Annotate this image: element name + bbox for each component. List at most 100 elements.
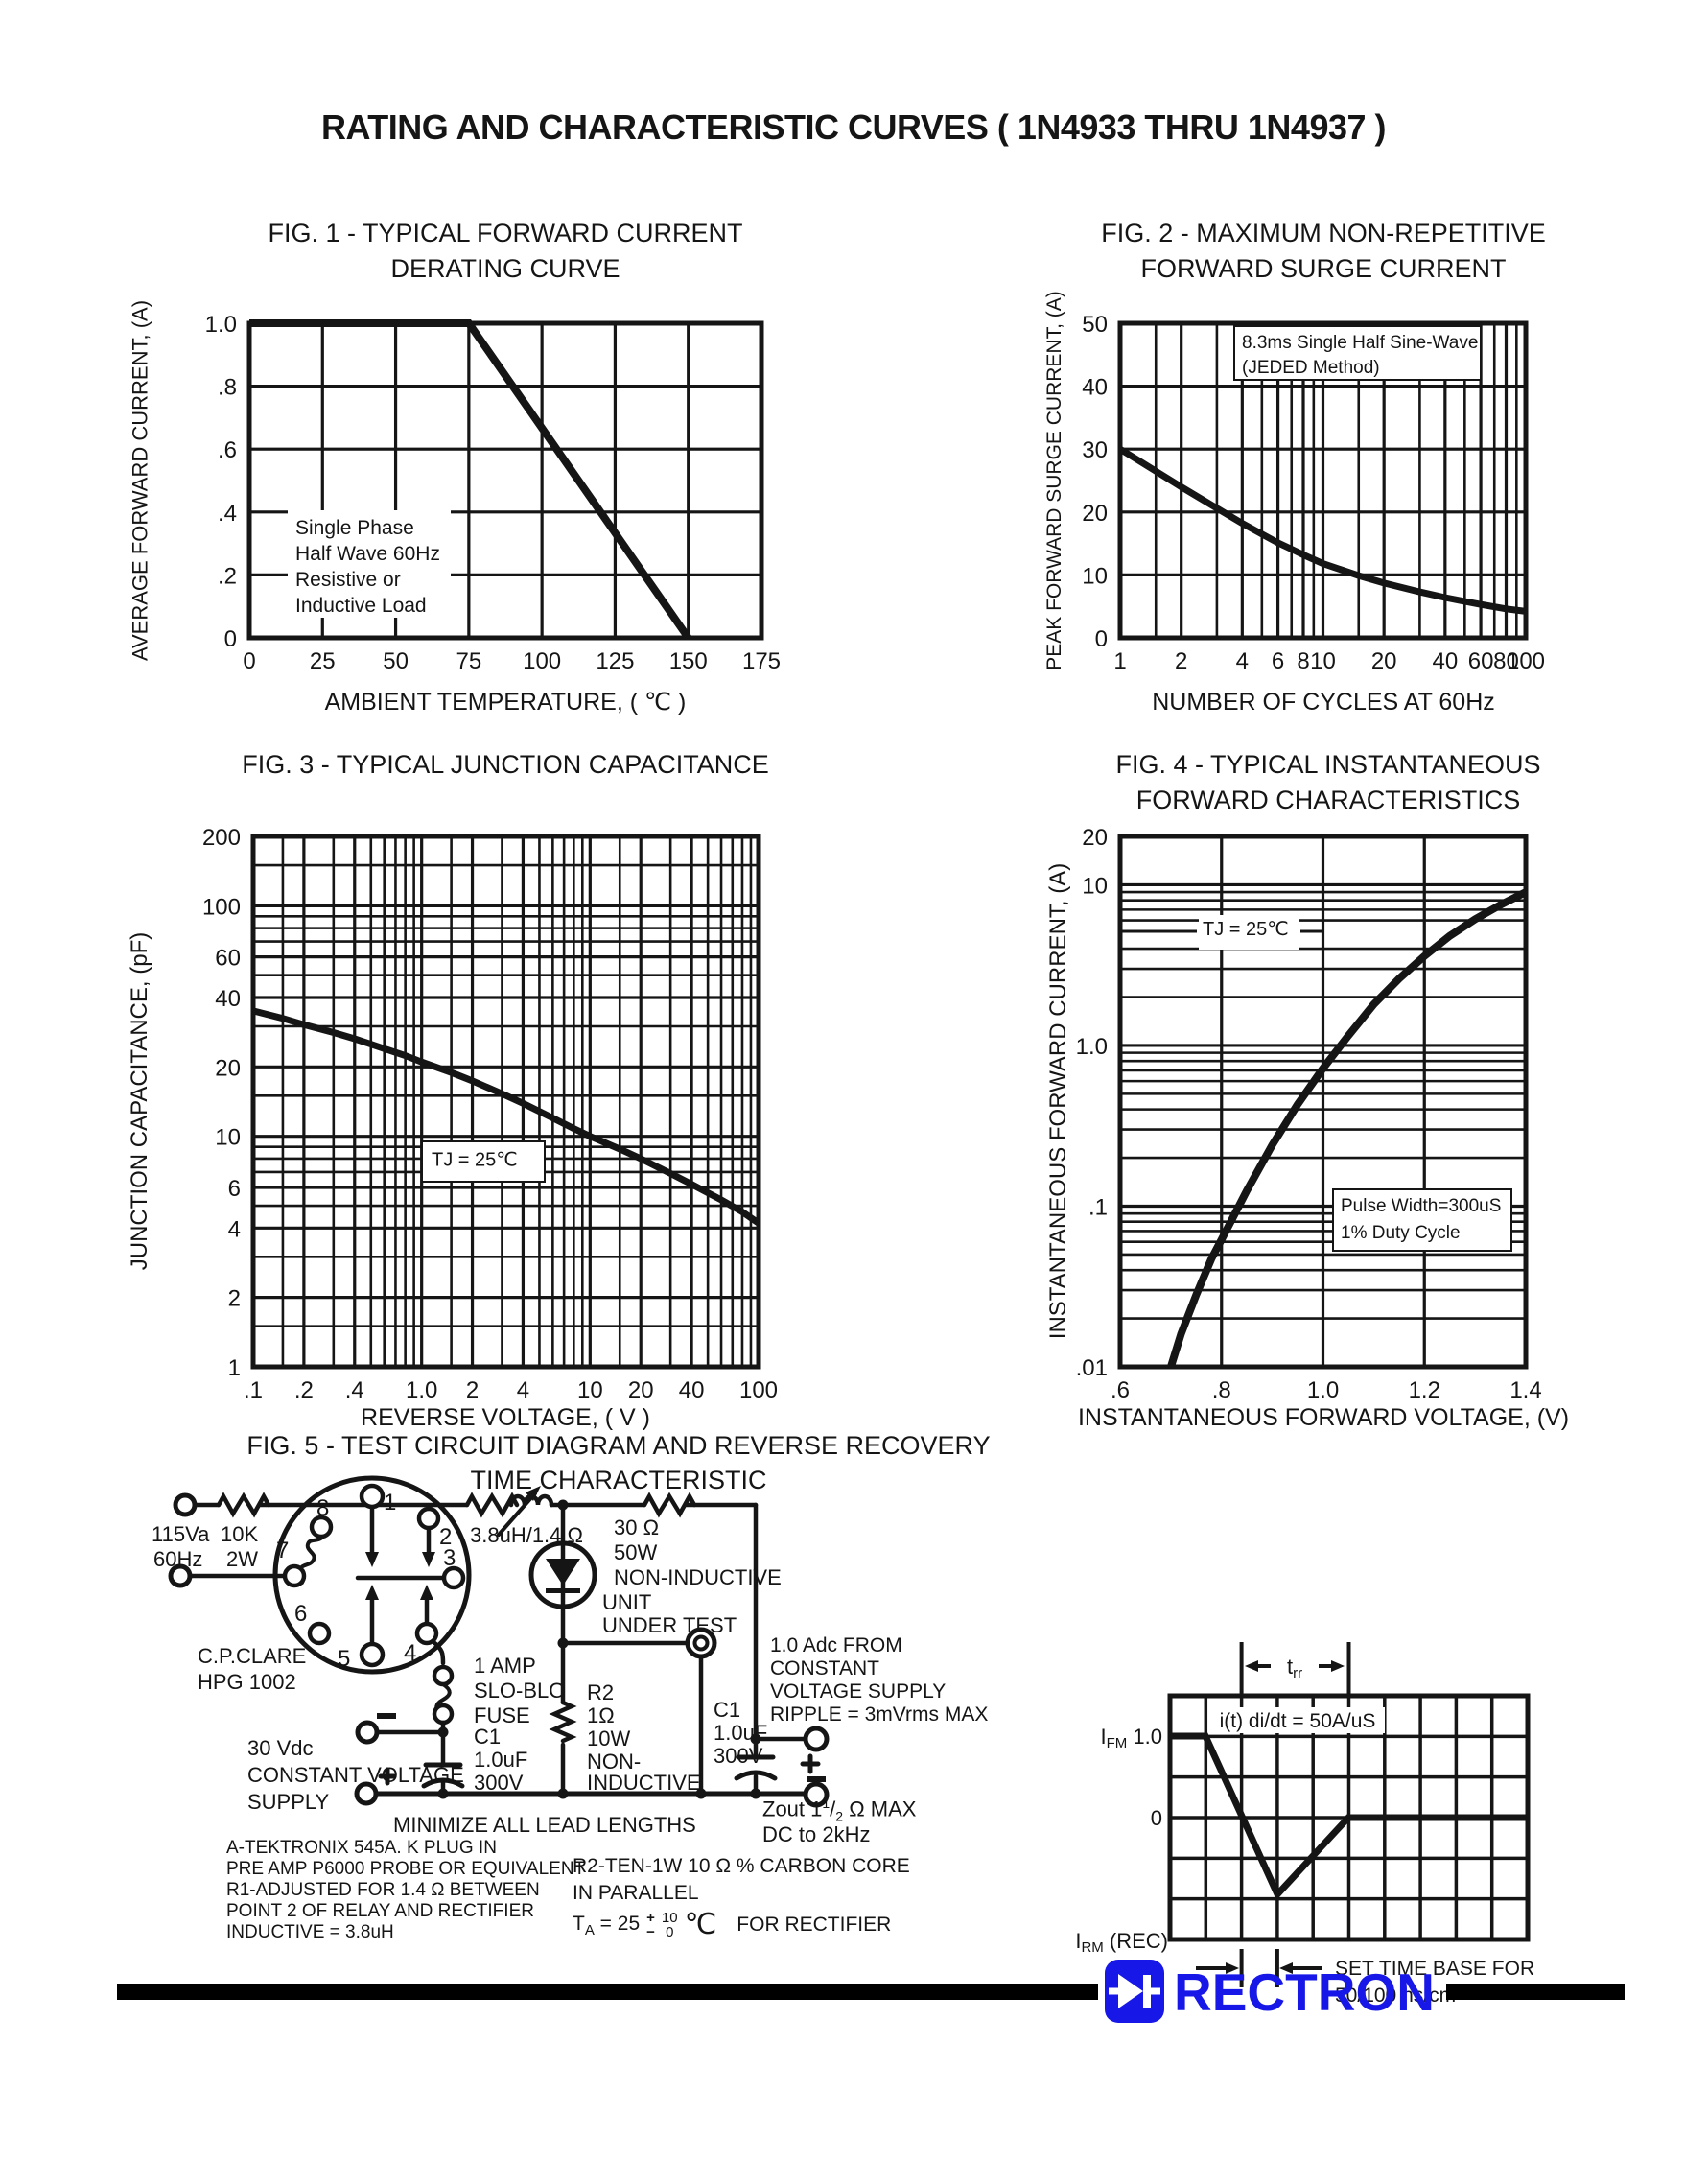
svg-text:6: 6 — [294, 1601, 307, 1627]
ta-note: TA = 25 + − 10 0 ℃ FOR RECTIFIER — [573, 1909, 892, 1941]
svg-text:Half Wave 60Hz: Half Wave 60Hz — [295, 543, 440, 565]
zout-note: Zout 11/2 Ω MAX — [762, 1796, 917, 1824]
svg-text:20: 20 — [1082, 825, 1108, 851]
svg-text:2W: 2W — [226, 1547, 258, 1571]
gridlines — [249, 323, 761, 638]
svg-text:NON-: NON- — [587, 1750, 641, 1773]
relay-pin-4 — [414, 1621, 439, 1646]
svg-text:60: 60 — [215, 946, 241, 972]
tick-labels: .6 .8 1.0 1.2 1.4 20 10 1.0 .1 .01 — [1076, 825, 1542, 1403]
svg-text:1.0uF: 1.0uF — [714, 1721, 767, 1745]
annotation: 8.3ms Single Half Sine-Wave (JEDED Method… — [1233, 325, 1482, 381]
note-right-2: IN PARALLEL — [573, 1882, 699, 1904]
svg-text:150: 150 — [669, 648, 708, 674]
relay-pin-8 — [309, 1515, 334, 1539]
svg-text:60: 60 — [1468, 648, 1494, 674]
label-30ohm: 30 Ω — [614, 1515, 659, 1539]
svg-text:.4: .4 — [345, 1377, 364, 1403]
fuse-bottom — [432, 1703, 455, 1726]
zero-label: 0 — [1151, 1806, 1162, 1830]
svg-text:10W: 10W — [587, 1726, 630, 1750]
coax-connector-inner — [692, 1634, 710, 1652]
fig3-chart: TJ = 25℃ .1 .2 .4 1.0 2 4 10 20 40 100 200 100 60 40 20… — [202, 825, 778, 1403]
svg-text:.8: .8 — [1212, 1377, 1231, 1403]
svg-text:1.0uF: 1.0uF — [474, 1748, 527, 1772]
svg-text:4: 4 — [517, 1377, 529, 1403]
rectron-logo-icon — [1105, 1960, 1164, 2023]
relay-pin-7 — [282, 1563, 307, 1588]
label-r2: R2 — [587, 1680, 614, 1704]
circuit-labels: 115Va 60Hz 10K 2W 3.8uH/1.4 Ω C.P.CLARE … — [152, 1490, 988, 1837]
label-uut: UNIT — [602, 1590, 651, 1614]
fig3-title: FIG. 3 - TYPICAL JUNCTION CAPACITANCE — [242, 750, 769, 779]
plot-frame — [246, 320, 764, 641]
resistor-r2 — [549, 1700, 577, 1744]
timebase-ticks — [1239, 1949, 1279, 1987]
svg-text:.4: .4 — [218, 501, 237, 527]
svg-text:.6: .6 — [1111, 1377, 1130, 1403]
footer-bar-left — [117, 1984, 1098, 2000]
fig2-ylabel: PEAK FORWARD SURGE CURRENT, (A) — [1042, 291, 1065, 670]
svg-text:INDUCTIVE: INDUCTIVE — [587, 1771, 701, 1795]
tick-labels: .1 .2 .4 1.0 2 4 10 20 40 100 200 100 60 40 20 10 6 4 2 1 — [202, 825, 778, 1403]
svg-text:40: 40 — [679, 1377, 705, 1403]
supply-terminal-pos — [354, 1781, 379, 1806]
svg-text:1.0: 1.0 — [205, 312, 237, 338]
svg-text:200: 200 — [202, 825, 241, 851]
relay-pin-5 — [359, 1641, 386, 1668]
pin-numbers: 1 2 3 4 5 6 7 8 — [276, 1490, 456, 1672]
svg-text:1Ω: 1Ω — [587, 1703, 615, 1727]
svg-text:50/100 ns/cm: 50/100 ns/cm — [1335, 1985, 1456, 2007]
note-left-4: POINT 2 OF RELAY AND RECTIFIER — [226, 1901, 534, 1921]
svg-text:1.0: 1.0 — [406, 1377, 437, 1403]
ifm-label: IFM 1.0 — [1101, 1725, 1163, 1751]
surge-current-curve — [1118, 446, 1527, 615]
label-115va: 115Va — [152, 1522, 210, 1546]
svg-text:10: 10 — [577, 1377, 603, 1403]
svg-text:0: 0 — [243, 648, 255, 674]
relay-pin-6 — [307, 1621, 332, 1646]
svg-text:1.2: 1.2 — [1409, 1377, 1440, 1403]
svg-text:20: 20 — [1082, 501, 1108, 527]
gridlines — [1120, 836, 1526, 1367]
plot-frame — [250, 834, 761, 1370]
relay-pin-1 — [359, 1483, 386, 1510]
svg-text:175: 175 — [742, 648, 781, 674]
svg-text:20: 20 — [1371, 648, 1397, 674]
note-left-2: PRE AMP P6000 PROBE OR EQUIVALENT — [226, 1859, 586, 1879]
svg-text:1: 1 — [228, 1355, 241, 1381]
gridlines — [253, 836, 759, 1367]
svg-text:VOLTAGE SUPPLY: VOLTAGE SUPPLY — [770, 1680, 946, 1703]
label-c1-right: C1 — [714, 1698, 740, 1722]
svg-text:8: 8 — [316, 1495, 329, 1521]
trr-ticks — [1239, 1642, 1351, 1694]
svg-text:50W: 50W — [614, 1540, 657, 1564]
svg-text:2: 2 — [439, 1524, 452, 1550]
trr-label: trr — [1287, 1655, 1302, 1681]
fig2-title: FIG. 2 - MAXIMUM NON-REPETITIVE — [1101, 219, 1546, 247]
tick-labels: 0 25 50 75 100 125 150 175 1.0 .8 .6 .4 .2 0 — [205, 312, 781, 674]
svg-text:100: 100 — [202, 894, 241, 920]
svg-text:1.0: 1.0 — [1307, 1377, 1339, 1403]
svg-text:.2: .2 — [218, 563, 237, 589]
fig4-ylabel: INSTANTANEOUS FORWARD CURRENT, (A) — [1045, 862, 1072, 1340]
fig3-xlabel: REVERSE VOLTAGE, ( V ) — [361, 1404, 650, 1431]
svg-text:100: 100 — [1507, 648, 1545, 674]
svg-text:25: 25 — [310, 648, 336, 674]
svg-text:10: 10 — [1082, 563, 1108, 589]
irm-label: IRM (REC) — [1075, 1929, 1168, 1956]
fig1-xlabel: AMBIENT TEMPERATURE, ( ℃ ) — [324, 689, 687, 716]
svg-text:1: 1 — [384, 1490, 396, 1515]
svg-text:60Hz: 60Hz — [153, 1547, 202, 1571]
svg-text:7: 7 — [276, 1538, 289, 1563]
svg-text:50: 50 — [1082, 312, 1108, 338]
annotation: Single Phase Half Wave 60Hz Resistive or In… — [288, 510, 451, 618]
resistor-1r4 — [464, 1492, 520, 1518]
annotation: TJ = 25℃ — [421, 1140, 546, 1183]
svg-text:(JEDED Method): (JEDED Method) — [1242, 358, 1380, 378]
svg-text:6: 6 — [228, 1176, 241, 1202]
svg-text:.2: .2 — [294, 1377, 314, 1403]
input-terminal-top — [173, 1492, 198, 1517]
label-inductor: 3.8uH/1.4 Ω — [470, 1523, 583, 1547]
